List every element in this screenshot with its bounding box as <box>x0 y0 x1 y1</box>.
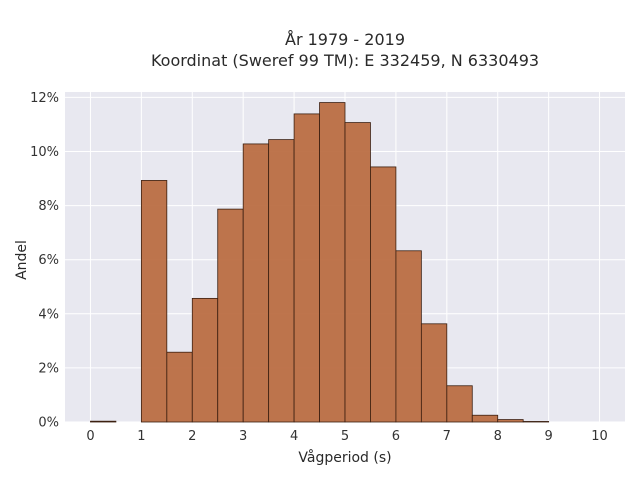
histogram-bar <box>497 419 524 423</box>
x-tick-label: 5 <box>341 429 349 444</box>
x-tick-label: 0 <box>86 429 94 444</box>
histogram-bar <box>242 143 270 423</box>
y-tick-label: 10% <box>30 145 59 160</box>
histogram-bar <box>522 421 550 423</box>
histogram-bar <box>471 414 499 423</box>
chart-subtitle: Koordinat (Sweref 99 TM): E 332459, N 63… <box>151 51 539 70</box>
x-tick-label: 1 <box>137 429 145 444</box>
y-tick-label: 6% <box>38 253 59 268</box>
x-tick-label: 6 <box>392 429 400 444</box>
y-tick-label: 4% <box>38 307 59 322</box>
histogram-bars <box>90 102 550 423</box>
histogram-bar <box>395 250 422 423</box>
y-axis-ticks: 0% 2% 4% 6% 8% 10% 12% <box>30 91 59 431</box>
x-tick-label: 4 <box>290 429 298 444</box>
histogram-bar <box>140 180 168 423</box>
x-axis-ticks: 0 1 2 3 4 5 6 7 8 9 10 <box>86 429 608 444</box>
histogram-bar <box>420 323 448 423</box>
histogram-bar <box>344 122 371 423</box>
y-tick-label: 12% <box>30 91 59 106</box>
y-axis-title: Andel <box>14 240 30 280</box>
histogram-bar <box>90 420 117 423</box>
histogram-bar <box>268 139 295 423</box>
histogram-bar <box>319 102 346 423</box>
y-tick-label: 0% <box>38 416 59 431</box>
histogram-bar <box>293 113 320 423</box>
y-tick-label: 8% <box>38 199 59 214</box>
x-axis-title: Vågperiod (s) <box>298 449 391 466</box>
chart-title: År 1979 - 2019 <box>285 30 405 49</box>
histogram-bar <box>446 385 473 423</box>
x-tick-label: 10 <box>591 429 608 444</box>
x-tick-label: 9 <box>544 429 552 444</box>
x-tick-label: 3 <box>239 429 247 444</box>
x-tick-label: 7 <box>443 429 451 444</box>
histogram-bar <box>217 208 244 423</box>
histogram-bar <box>191 297 219 423</box>
histogram-bar <box>166 351 193 423</box>
y-tick-label: 2% <box>38 361 59 376</box>
x-tick-label: 8 <box>494 429 502 444</box>
x-tick-label: 2 <box>188 429 196 444</box>
histogram-bar <box>370 166 397 423</box>
